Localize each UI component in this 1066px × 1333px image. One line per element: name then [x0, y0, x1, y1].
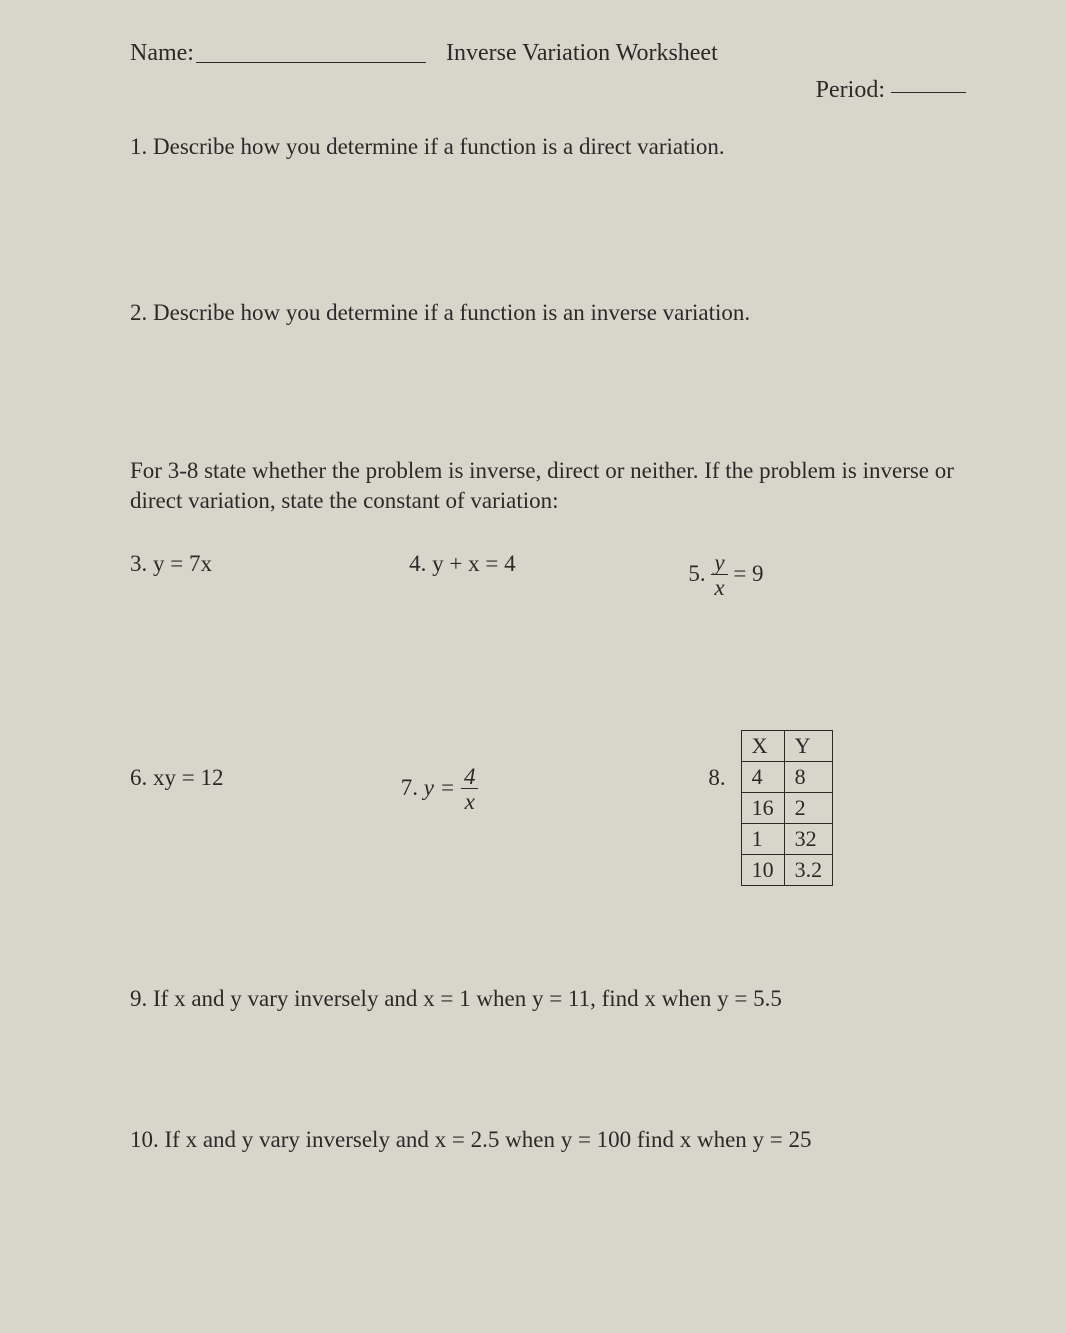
- fraction-denominator: x: [461, 789, 479, 814]
- table-row: 1 32: [741, 824, 833, 855]
- problem-8-table: X Y 4 8 16 2 1 32 10 3.2: [741, 730, 834, 886]
- name-label: Name:: [130, 40, 194, 67]
- question-9: 9. If x and y vary inversely and x = 1 w…: [130, 986, 976, 1012]
- table-cell: 1: [741, 824, 784, 855]
- problem-6: 6. xy = 12: [130, 730, 401, 791]
- table-header-y: Y: [784, 731, 833, 762]
- table-cell: 8: [784, 762, 833, 793]
- problem-7-left: y =: [424, 775, 461, 800]
- table-row: 4 8: [741, 762, 833, 793]
- question-2: 2. Describe how you determine if a funct…: [130, 300, 976, 326]
- problem-7-number: 7.: [401, 775, 424, 800]
- table-cell: 2: [784, 793, 833, 824]
- fraction-numerator: y: [711, 551, 727, 575]
- period-row: Period:: [130, 77, 976, 104]
- problems-row-2: 6. xy = 12 7. y = 4x 8. X Y 4 8 16 2 1 3…: [130, 730, 976, 886]
- name-blank-line[interactable]: [196, 62, 426, 63]
- worksheet-title: Inverse Variation Worksheet: [446, 40, 718, 67]
- problem-3-number: 3.: [130, 551, 153, 576]
- problem-3-equation: y = 7x: [153, 551, 212, 576]
- header-row: Name: Inverse Variation Worksheet: [130, 40, 976, 67]
- table-row: 10 3.2: [741, 855, 833, 886]
- table-cell: 32: [784, 824, 833, 855]
- instructions-3-8: For 3-8 state whether the problem is inv…: [130, 456, 976, 516]
- fraction-denominator: x: [711, 575, 727, 600]
- period-label: Period:: [816, 77, 885, 103]
- table-cell: 3.2: [784, 855, 833, 886]
- table-cell: 16: [741, 793, 784, 824]
- problem-8: 8. X Y 4 8 16 2 1 32 10 3.2: [688, 730, 976, 886]
- problem-4-equation: y + x = 4: [432, 551, 515, 576]
- table-cell: 10: [741, 855, 784, 886]
- table-header-x: X: [741, 731, 784, 762]
- problem-4-number: 4.: [409, 551, 432, 576]
- problem-6-number: 6.: [130, 765, 153, 790]
- problem-6-equation: xy = 12: [153, 765, 223, 790]
- problem-7-fraction: 4x: [461, 765, 479, 814]
- problem-5-equals: = 9: [728, 561, 764, 586]
- problem-4: 4. y + x = 4: [409, 551, 688, 600]
- problem-5-fraction: yx: [711, 551, 727, 600]
- problems-row-1: 3. y = 7x 4. y + x = 4 5. yx = 9: [130, 551, 976, 600]
- problem-8-number: 8.: [688, 730, 725, 791]
- problem-3: 3. y = 7x: [130, 551, 409, 600]
- problem-5-number: 5.: [688, 561, 711, 586]
- table-row: X Y: [741, 731, 833, 762]
- table-cell: 4: [741, 762, 784, 793]
- table-row: 16 2: [741, 793, 833, 824]
- fraction-numerator: 4: [461, 765, 479, 789]
- question-10: 10. If x and y vary inversely and x = 2.…: [130, 1127, 976, 1153]
- question-1: 1. Describe how you determine if a funct…: [130, 134, 976, 160]
- period-blank-line[interactable]: [891, 92, 966, 93]
- problem-5: 5. yx = 9: [688, 551, 967, 600]
- problem-7: 7. y = 4x: [401, 730, 689, 814]
